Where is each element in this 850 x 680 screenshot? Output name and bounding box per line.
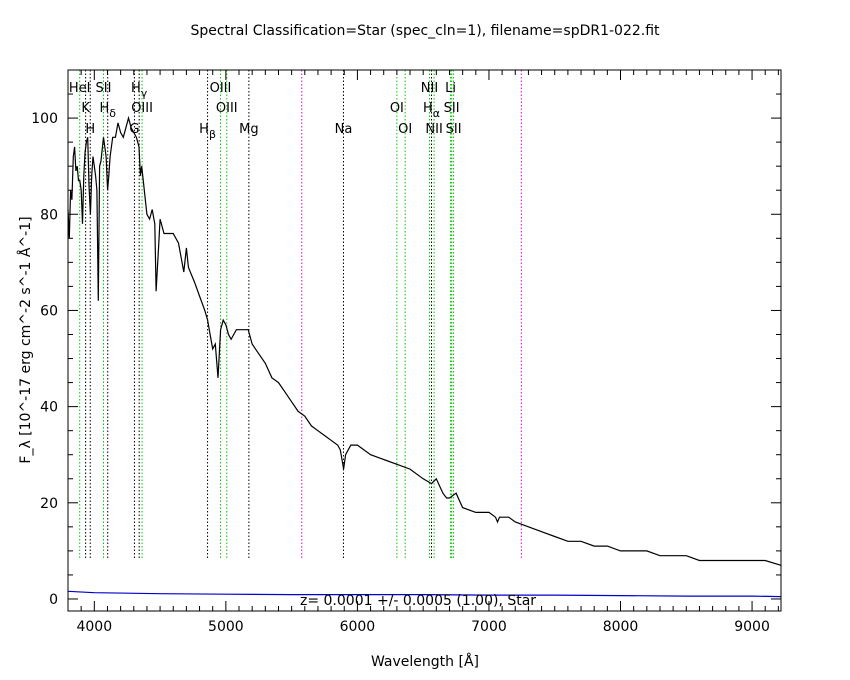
chart-title: Spectral Classification=Star (spec_cln=1… (190, 23, 660, 39)
line-label: Hα (423, 101, 440, 120)
x-tick-label: 6000 (340, 619, 376, 635)
line-label: SII (444, 101, 460, 116)
line-label: Hβ (199, 122, 216, 141)
series-group (67, 115, 782, 598)
line-label: OIII (216, 101, 238, 116)
redshift-annotation: z= 0.0001 +/- 0.0005 (1.00), Star (300, 593, 536, 609)
line-label: G (129, 122, 139, 137)
line-label: K (81, 101, 90, 116)
line-label: Na (335, 122, 353, 137)
plot-frame (67, 69, 782, 612)
error-series (67, 590, 782, 598)
line-label: Li (445, 81, 456, 96)
line-label: SII (96, 81, 112, 96)
line-label: OIII (210, 81, 232, 96)
x-tick-label: 7000 (471, 619, 507, 635)
y-tick-label: 20 (40, 496, 58, 512)
line-label: Hδ (99, 101, 116, 120)
spectral-line-markers (79, 70, 522, 558)
line-label: OI (398, 122, 412, 137)
y-tick-label: 0 (49, 592, 58, 608)
x-axis-label: Wavelength [Å] (371, 653, 479, 670)
line-label: HeI (69, 81, 91, 96)
line-label: SII (446, 122, 462, 137)
axis-ticks: 4000 5000 6000 7000 8000 9000 0 20 40 60 80 100 (31, 69, 781, 635)
line-label: Mg (239, 122, 258, 137)
y-tick-label: 60 (40, 303, 58, 319)
x-tick-label: 8000 (603, 619, 639, 635)
line-label: OIII (131, 101, 153, 116)
line-label: NII (425, 122, 442, 137)
y-tick-label: 100 (31, 111, 58, 127)
line-label: Hγ (131, 81, 148, 100)
y-axis-label: F_λ [10^-17 erg cm^-2 s^-1 Å^-1] (17, 216, 34, 463)
line-label: NII (421, 81, 438, 96)
x-tick-label: 5000 (208, 619, 244, 635)
flux-series (67, 115, 782, 566)
line-label: OI (390, 101, 404, 116)
x-tick-label: 9000 (734, 619, 770, 635)
y-tick-label: 40 (40, 400, 58, 416)
line-label: H (85, 122, 95, 137)
y-tick-label: 80 (40, 207, 58, 223)
x-tick-label: 4000 (76, 619, 112, 635)
